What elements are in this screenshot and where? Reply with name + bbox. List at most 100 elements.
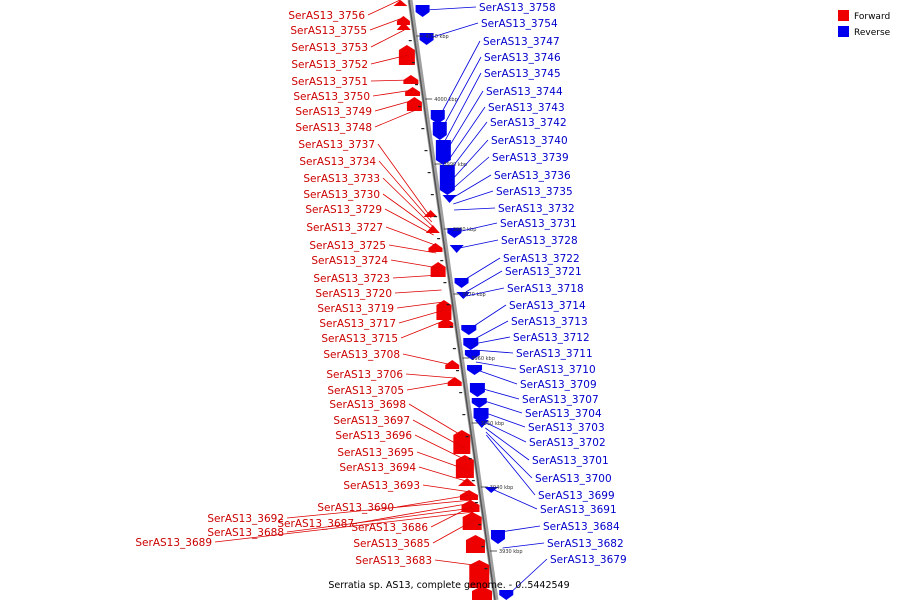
forward-label-leader xyxy=(396,301,444,309)
forward-gene-label: SerAS13_3690 xyxy=(317,502,394,514)
forward-gene-label: SerAS13_3723 xyxy=(313,273,390,285)
forward-gene-block xyxy=(396,16,410,25)
reverse-gene-label: SerAS13_3732 xyxy=(498,203,575,215)
reverse-gene-label: SerAS13_3679 xyxy=(550,554,627,566)
position-mark xyxy=(462,414,466,416)
reverse-gene-label: SerAS13_3714 xyxy=(509,300,586,312)
position-mark xyxy=(440,260,444,262)
reverse-gene-label: SerAS13_3702 xyxy=(529,437,606,449)
reverse-gene-label: SerAS13_3703 xyxy=(528,422,605,434)
position-mark xyxy=(408,40,412,42)
forward-gene-label: SerAS13_3720 xyxy=(315,288,392,300)
reverse-gene-label: SerAS13_3682 xyxy=(547,538,624,550)
forward-gene-block xyxy=(430,262,446,277)
reverse-gene-label: SerAS13_3704 xyxy=(525,408,602,420)
forward-gene-label: SerAS13_3730 xyxy=(303,189,380,201)
forward-gene-block xyxy=(406,97,422,111)
position-mark xyxy=(452,348,456,350)
forward-label-leader xyxy=(370,29,405,48)
backbone-line xyxy=(407,0,499,600)
reverse-gene-label: SerAS13_3700 xyxy=(535,473,612,485)
forward-gene-label: SerAS13_3749 xyxy=(295,106,372,118)
position-mark xyxy=(471,480,475,482)
reverse-label-leader xyxy=(472,320,509,341)
position-mark xyxy=(478,524,482,526)
reverse-label-leader xyxy=(500,525,541,533)
reverse-gene-block xyxy=(454,278,469,288)
forward-gene-label: SerAS13_3693 xyxy=(343,480,420,492)
reverse-gene-label: SerAS13_3710 xyxy=(519,364,596,376)
reverse-gene-block xyxy=(469,383,485,397)
position-mark xyxy=(468,458,472,460)
forward-gene-label: SerAS13_3694 xyxy=(339,462,416,474)
forward-gene-label: SerAS13_3734 xyxy=(299,156,376,168)
forward-gene-block xyxy=(447,377,462,386)
forward-label-leader xyxy=(385,226,436,246)
reverse-label-leader xyxy=(482,411,526,428)
forward-gene-block xyxy=(455,455,474,478)
reverse-gene-block xyxy=(415,5,430,17)
forward-gene-label: SerAS13_3695 xyxy=(337,447,414,459)
forward-label-leader xyxy=(430,505,473,528)
position-mark xyxy=(421,128,425,130)
forward-label-leader xyxy=(406,381,455,391)
reverse-label-leader xyxy=(470,304,507,329)
reverse-gene-label: SerAS13_3684 xyxy=(543,521,620,533)
genome-backbone xyxy=(407,0,499,600)
forward-gene-block xyxy=(469,560,490,588)
forward-label-leader xyxy=(418,466,470,483)
reverse-gene-label: SerAS13_3745 xyxy=(484,68,561,80)
forward-label-leader xyxy=(384,208,434,236)
forward-label-leader xyxy=(416,451,468,471)
scale-tick-label: 4000 kbp xyxy=(434,97,458,103)
forward-gene-label: SerAS13_3692 xyxy=(207,513,284,525)
forward-gene-block xyxy=(396,22,411,30)
reverse-gene-label: SerAS13_3713 xyxy=(511,316,588,328)
forward-label-leader xyxy=(372,89,413,97)
legend-swatch-reverse xyxy=(838,26,849,37)
forward-label-leader xyxy=(434,559,482,567)
reverse-gene-block xyxy=(473,408,489,423)
reverse-gene-label: SerAS13_3718 xyxy=(507,283,584,295)
reverse-label-leader xyxy=(485,431,533,479)
position-mark xyxy=(418,106,422,108)
reverse-gene-block xyxy=(484,487,499,493)
reverse-gene-label: SerAS13_3728 xyxy=(501,235,578,247)
forward-label-leader xyxy=(390,259,439,269)
forward-gene-label: SerAS13_3705 xyxy=(327,385,404,397)
forward-label-leader xyxy=(356,502,473,524)
forward-gene-label: SerAS13_3696 xyxy=(335,430,412,442)
forward-gene-block xyxy=(453,430,471,454)
forward-gene-label: SerAS13_3706 xyxy=(326,369,403,381)
forward-label-leader xyxy=(286,507,473,533)
reverse-gene-label: SerAS13_3711 xyxy=(516,348,593,360)
position-mark xyxy=(424,150,428,152)
reverse-gene-label: SerAS13_3709 xyxy=(520,379,597,391)
forward-label-leader xyxy=(432,519,475,544)
reverse-label-leader xyxy=(445,90,484,153)
reverse-gene-label: SerAS13_3735 xyxy=(496,186,573,198)
forward-gene-block xyxy=(425,225,440,233)
forward-label-leader xyxy=(396,494,472,508)
position-mark xyxy=(474,502,478,504)
reverse-gene-label: SerAS13_3754 xyxy=(481,18,558,30)
reverse-label-leader xyxy=(457,222,498,233)
reverse-gene-label: SerAS13_3736 xyxy=(494,170,571,182)
reverse-gene-label: SerAS13_3699 xyxy=(538,490,615,502)
reverse-gene-block xyxy=(490,530,505,544)
reverse-label-leader xyxy=(448,121,488,173)
scale-tick-label: 3940 kbp xyxy=(490,485,514,491)
forward-label-leader xyxy=(414,434,467,461)
label-leader-lines xyxy=(214,0,548,595)
forward-label-leader xyxy=(370,79,412,82)
forward-label-leader xyxy=(286,499,472,519)
reverse-label-leader xyxy=(459,239,499,249)
forward-gene-label: SerAS13_3750 xyxy=(293,91,370,103)
forward-gene-label: SerAS13_3751 xyxy=(291,76,368,88)
position-mark xyxy=(456,370,460,372)
position-mark xyxy=(465,436,469,438)
forward-gene-block xyxy=(428,243,443,252)
forward-label-leader xyxy=(402,353,453,366)
forward-gene-block xyxy=(458,478,477,486)
forward-label-leader xyxy=(374,109,416,128)
